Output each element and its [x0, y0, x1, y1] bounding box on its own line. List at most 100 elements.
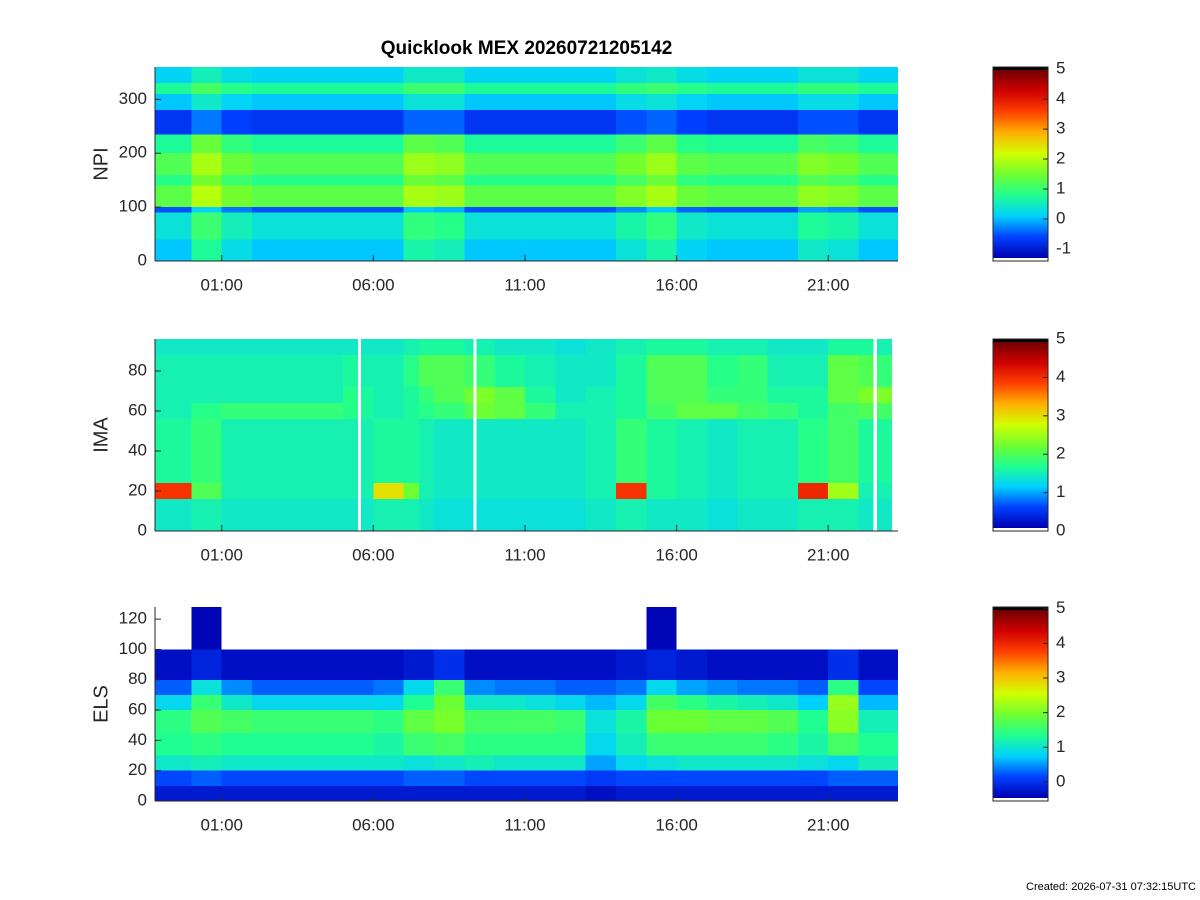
- heatmap-cell: [858, 770, 898, 786]
- heatmap-cell: [767, 207, 798, 213]
- heatmap-cell: [434, 212, 465, 240]
- x-tick-label: 21:00: [807, 275, 850, 294]
- heatmap-cell: [373, 403, 404, 419]
- heatmap-cell: [361, 483, 374, 499]
- heatmap-cell: [155, 419, 192, 483]
- heatmap-cell: [434, 732, 465, 756]
- heatmap-cell: [373, 239, 404, 261]
- heatmap-cell: [252, 83, 283, 94]
- colorbar-under: [993, 528, 1048, 531]
- heatmap-cell: [434, 785, 465, 801]
- heatmap-cell: [155, 387, 192, 403]
- heatmap-cell: [767, 499, 798, 531]
- heatmap-cell: [221, 607, 253, 650]
- heatmap-cell: [646, 785, 677, 801]
- heatmap-cell: [373, 355, 404, 387]
- heatmap-cell: [876, 483, 892, 499]
- heatmap-cell: [646, 679, 677, 695]
- heatmap-cell: [403, 419, 419, 483]
- heatmap-cell: [828, 93, 859, 111]
- heatmap-cell: [252, 694, 283, 711]
- heatmap-cell: [494, 419, 525, 483]
- heatmap-cell: [828, 755, 859, 771]
- heatmap-cell: [373, 207, 404, 213]
- heatmap-cell: [828, 419, 859, 483]
- x-tick-label: 11:00: [504, 275, 545, 294]
- heatmap-cell: [155, 153, 192, 175]
- heatmap-cell: [221, 732, 253, 756]
- heatmap-cell: [343, 212, 374, 240]
- heatmap-cell: [646, 694, 677, 711]
- heatmap-cell: [494, 93, 525, 111]
- heatmap-cell: [858, 110, 898, 135]
- heatmap-cell: [282, 403, 313, 419]
- heatmap-cell: [312, 207, 344, 213]
- heatmap-cell: [615, 207, 647, 213]
- heatmap-cell: [615, 83, 647, 94]
- heatmap-cell: [155, 499, 192, 531]
- heatmap-cell: [282, 607, 313, 650]
- heatmap-cell: [343, 679, 374, 695]
- heatmap-cell: [646, 710, 677, 733]
- heatmap-cell: [403, 355, 419, 387]
- heatmap-cell: [555, 355, 586, 387]
- heatmap-cell: [585, 207, 616, 213]
- heatmap-cell: [676, 212, 707, 240]
- heatmap-cell: [524, 355, 556, 387]
- heatmap-cell: [767, 403, 798, 419]
- heatmap-cell: [373, 607, 404, 650]
- heatmap-cell: [155, 110, 192, 135]
- heatmap-cell: [646, 185, 677, 208]
- heatmap-cell: [555, 770, 586, 786]
- colorbar-tick-label: 0: [1056, 209, 1065, 228]
- y-tick-label: 0: [138, 790, 147, 809]
- heatmap-cell: [737, 732, 768, 756]
- heatmap-cell: [373, 93, 404, 111]
- heatmap-cell: [555, 212, 586, 240]
- heatmap-cell: [524, 239, 556, 261]
- heatmap-cell: [555, 732, 586, 756]
- heatmap-cell: [282, 649, 313, 680]
- heatmap-cell: [403, 239, 435, 261]
- colorbar: [993, 610, 1048, 798]
- heatmap-cell: [646, 755, 677, 771]
- heatmap-cell: [434, 239, 465, 261]
- heatmap-cell: [221, 710, 253, 733]
- heatmap-cell: [524, 649, 556, 680]
- heatmap-cell: [343, 607, 374, 650]
- heatmap-cell: [282, 339, 313, 355]
- heatmap-cell: [767, 355, 798, 387]
- heatmap-cell: [312, 339, 344, 355]
- heatmap-cell: [767, 649, 798, 680]
- heatmap-cell: [615, 174, 647, 186]
- heatmap-cell: [464, 153, 495, 175]
- heatmap-cell: [252, 174, 283, 186]
- heatmap-cell: [312, 679, 344, 695]
- heatmap-cell: [494, 785, 525, 801]
- heatmap-cell: [585, 419, 616, 483]
- heatmap-cell: [797, 679, 829, 695]
- heatmap-cell: [858, 207, 898, 213]
- heatmap-cell: [403, 67, 435, 84]
- colorbar-frame: [992, 66, 1049, 262]
- heatmap-cell: [373, 153, 404, 175]
- heatmap-cell: [434, 607, 465, 650]
- heatmap-cell: [221, 212, 253, 240]
- heatmap-cell: [282, 153, 313, 175]
- heatmap-cell: [858, 419, 874, 483]
- heatmap-cell: [706, 355, 738, 387]
- heatmap-cell: [434, 174, 465, 186]
- heatmap-cell: [494, 83, 525, 94]
- heatmap-cell: [524, 483, 556, 499]
- heatmap-cell: [434, 755, 465, 771]
- heatmap-cell: [464, 649, 495, 680]
- heatmap-cell: [585, 694, 616, 711]
- heatmap-cell: [797, 207, 829, 213]
- heatmap-cell: [585, 755, 616, 771]
- heatmap-cell: [282, 483, 313, 499]
- heatmap-cell: [191, 785, 222, 801]
- colorbar-tick-label: 3: [1056, 119, 1065, 138]
- x-tick-label: 11:00: [504, 545, 545, 564]
- heatmap-cell: [797, 649, 829, 680]
- heatmap-cell: [615, 755, 647, 771]
